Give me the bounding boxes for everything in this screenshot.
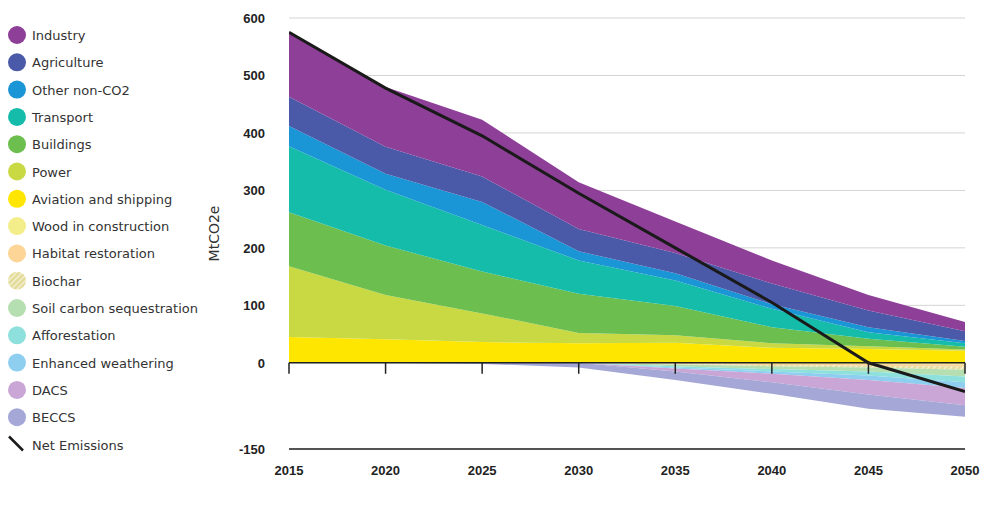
legend-swatch: [8, 381, 26, 399]
x-tick-label: 2025: [468, 463, 497, 478]
legend-swatch: [8, 26, 26, 44]
legend-swatch: [8, 244, 26, 262]
x-tick-label: 2020: [371, 463, 400, 478]
y-axis-label: MtCO2e: [206, 206, 222, 262]
legend-label: Net Emissions: [32, 438, 124, 453]
legend-label: Soil carbon sequestration: [32, 301, 198, 316]
y-tick-label: -150: [239, 442, 265, 457]
x-tick-label: 2050: [951, 463, 980, 478]
x-axis-line: [289, 448, 965, 450]
grid: [289, 18, 965, 449]
area: [289, 32, 965, 331]
grid-line: [289, 362, 965, 363]
y-tick-label: 300: [243, 183, 265, 198]
legend-label: Habitat restoration: [32, 246, 155, 261]
legend-swatch: [8, 326, 26, 344]
legend-label: Aviation and shipping: [32, 192, 172, 207]
legend-label: Buildings: [32, 137, 92, 152]
legend-swatch: [8, 354, 26, 372]
legend-label: Power: [32, 165, 72, 180]
legend-swatch: [8, 190, 26, 208]
legend-label: Enhanced weathering: [32, 356, 174, 371]
legend-swatch: [8, 53, 26, 71]
legend-swatch: [8, 163, 26, 181]
line: [289, 32, 965, 391]
y-tick-label: 400: [243, 126, 265, 141]
y-tick-label: 500: [243, 68, 265, 83]
grid-line: [289, 75, 965, 76]
legend: Industry Agriculture Other non-CO2 Transpor…: [8, 26, 198, 453]
x-tick-label: 2015: [275, 463, 304, 478]
legend-label: Biochar: [32, 274, 82, 289]
legend-label: Agriculture: [32, 55, 104, 70]
x-tick-label: 2045: [854, 463, 883, 478]
x-tick-label: 2030: [564, 463, 593, 478]
legend-label: Industry: [32, 28, 86, 43]
legend-swatch: [9, 437, 23, 451]
x-tick: [288, 363, 290, 374]
legend-swatch: [8, 217, 26, 235]
x-tick: [578, 363, 580, 374]
legend-label: Afforestation: [32, 328, 116, 343]
legend-swatch: [8, 108, 26, 126]
grid-line: [289, 449, 965, 450]
x-tick-label: 2040: [757, 463, 786, 478]
y-tick-label: 0: [258, 356, 265, 371]
x-tick: [481, 363, 483, 374]
legend-label: Transport: [31, 110, 93, 125]
x-tick: [771, 363, 773, 374]
x-tick: [675, 363, 677, 374]
x-tick: [385, 363, 387, 374]
legend-swatch: [8, 135, 26, 153]
plot-area: [289, 32, 965, 416]
legend-swatch: [8, 299, 26, 317]
y-tick-label: 100: [243, 298, 265, 313]
area: [289, 363, 965, 417]
x-tick: [868, 363, 870, 374]
legend-swatch: [8, 81, 26, 99]
legend-label: Wood in construction: [32, 219, 169, 234]
x-tick: [964, 363, 966, 374]
grid-line: [289, 18, 965, 19]
legend-swatch: [8, 272, 26, 290]
legend-label: Other non-CO2: [32, 83, 130, 98]
y-tick-label: 600: [243, 11, 265, 26]
x-tick-label: 2035: [661, 463, 690, 478]
zero-line: [289, 362, 965, 364]
legend-label: BECCS: [32, 410, 76, 425]
legend-label: DACS: [32, 383, 68, 398]
chart: -150 0 100 200 300 400 500 600 MtCO2e 2015 2020 202…: [0, 0, 986, 512]
y-tick-label: 200: [243, 241, 265, 256]
legend-swatch: [8, 408, 26, 426]
